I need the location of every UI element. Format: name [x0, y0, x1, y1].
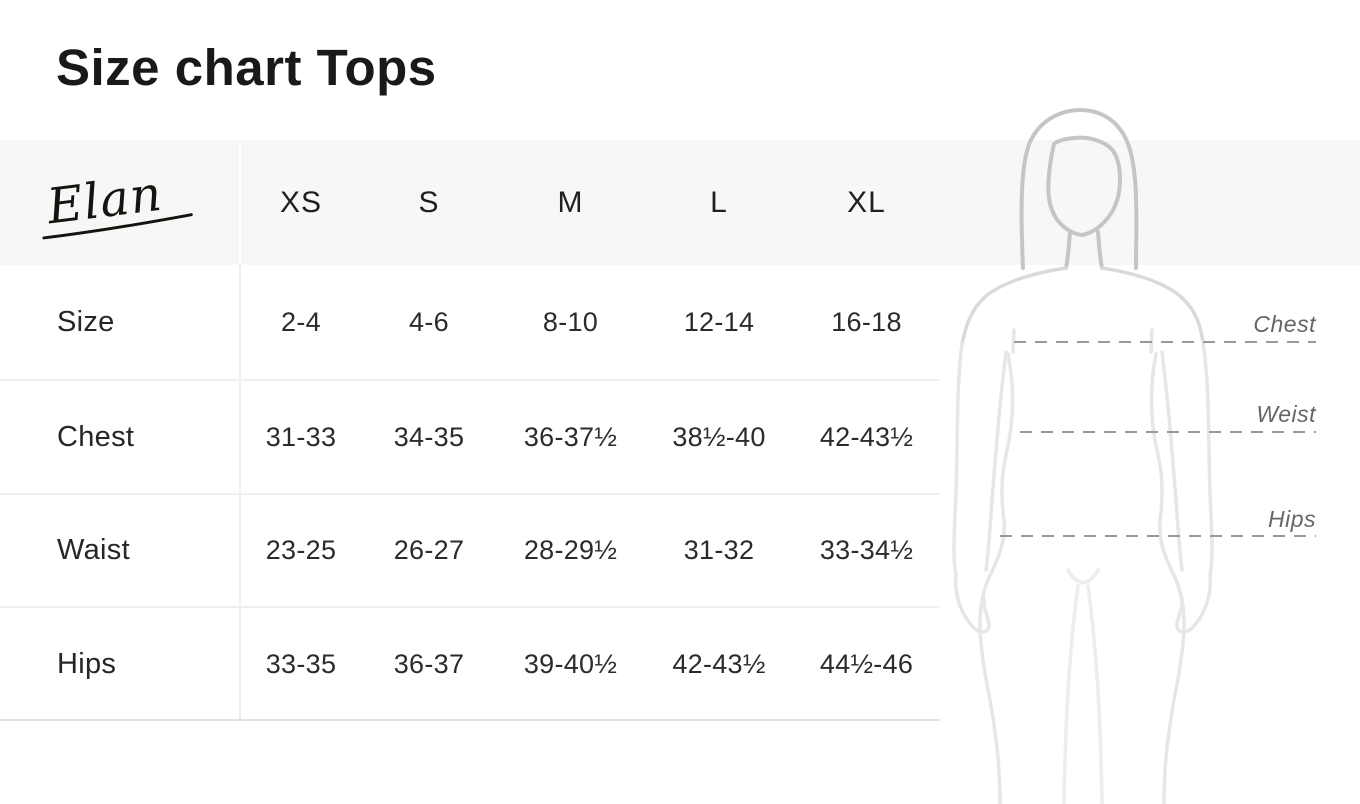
figure-crotch	[1066, 568, 1100, 585]
figure-chest-tick	[1011, 328, 1016, 354]
brand-logo-text: Elan	[43, 165, 165, 235]
figure-neck	[1064, 230, 1072, 270]
row-label-hips: Hips	[57, 647, 117, 680]
cell-chest-m: 36-37½	[523, 421, 618, 452]
figure-arm-left-outer	[952, 342, 964, 577]
figure-face	[1046, 135, 1122, 238]
chest-dashed-line	[1014, 341, 1316, 343]
row-label-chest: Chest	[57, 420, 135, 453]
cell-chest-s: 34-35	[393, 421, 465, 452]
cell-waist-l: 31-32	[683, 535, 755, 565]
weist-dashed-line	[1020, 431, 1316, 433]
woman-body-outline-figure	[952, 107, 1214, 804]
measure-label-weist: Weist	[1256, 401, 1316, 427]
figure-leg-left-inner	[1062, 584, 1080, 804]
row-divider	[0, 493, 940, 495]
hips-dashed-line	[1000, 535, 1316, 537]
cell-chest-l: 38½-40	[672, 421, 766, 452]
figure-hair	[1019, 107, 1139, 270]
size-chart-table: Elan XS S M L XL Size 2-4 4-6 8-10 12-14…	[0, 140, 940, 721]
brand-logo-cell: Elan	[0, 140, 240, 265]
figure-arm-left-inner	[984, 350, 1008, 572]
figure-arm-right-outer	[1201, 340, 1214, 577]
table-bottom-border	[0, 719, 940, 721]
brand-logo: Elan	[41, 165, 193, 239]
measure-label-hips: Hips	[1267, 506, 1316, 532]
size-column-header-l: L	[710, 185, 728, 219]
row-divider	[0, 606, 940, 608]
row-divider	[0, 379, 940, 381]
cell-waist-s: 26-27	[393, 535, 465, 565]
figure-neck	[1096, 230, 1104, 270]
cell-chest-xl: 42-43½	[819, 421, 914, 452]
size-column-header-xs: XS	[279, 185, 323, 219]
cell-hips-m: 39-40½	[523, 648, 618, 679]
cell-size-m: 8-10	[542, 307, 599, 337]
figure-leg-right-inner	[1086, 584, 1104, 804]
figure-arm-right-inner	[1160, 350, 1184, 572]
cell-waist-m: 28-29½	[523, 535, 618, 565]
cell-hips-s: 36-37	[393, 648, 465, 679]
cell-size-l: 12-14	[683, 307, 755, 337]
cell-hips-l: 42-43½	[672, 648, 766, 679]
figure-torso-left-outer-leg	[978, 352, 1015, 804]
cell-waist-xs: 23-25	[265, 535, 337, 565]
cell-size-xs: 2-4	[281, 307, 321, 337]
measure-label-chest: Chest	[1253, 311, 1316, 337]
size-column-header-s: S	[418, 185, 440, 219]
cell-waist-xl: 33-34½	[819, 535, 914, 565]
row-label-size: Size	[57, 306, 115, 338]
figure-shoulder-left	[960, 266, 1068, 346]
page-title: Size chart Tops	[56, 39, 437, 96]
cell-size-xl: 16-18	[831, 307, 902, 337]
figure-torso-right-outer-leg	[1149, 352, 1186, 804]
figure-shoulder-right	[1100, 266, 1205, 344]
cell-hips-xl: 44½-46	[819, 648, 914, 679]
cell-chest-xs: 31-33	[265, 421, 337, 452]
cell-hips-xs: 33-35	[265, 648, 337, 679]
size-column-header-xl: XL	[847, 185, 886, 219]
brand-logo-underline	[41, 212, 193, 239]
row-label-waist: Waist	[57, 534, 130, 566]
size-column-header-m: M	[557, 185, 584, 219]
figure-hand-right	[1175, 573, 1213, 634]
figure-hand-left	[953, 573, 991, 634]
column-divider-header	[239, 140, 241, 265]
cell-size-s: 4-6	[409, 307, 449, 337]
